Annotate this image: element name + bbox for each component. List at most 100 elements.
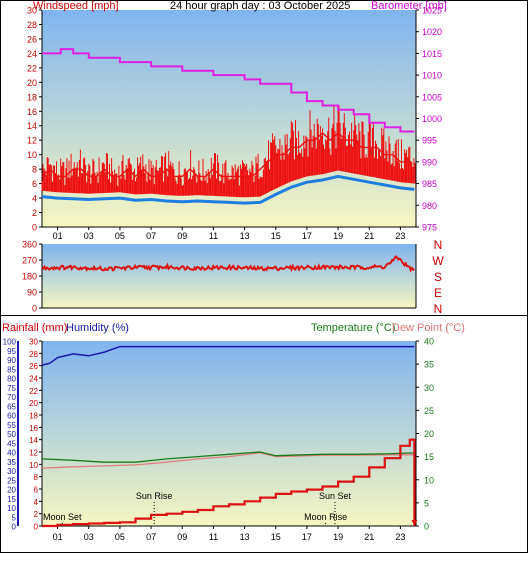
event-label: Moon Set: [43, 512, 82, 522]
wind-x-tick-label: 17: [302, 231, 312, 241]
humidity-y-tick-label: 25: [7, 476, 16, 485]
barometer-y-tick-label: 1000: [422, 114, 442, 124]
wind-x-tick-label: 23: [395, 231, 405, 241]
compass-label: S: [434, 270, 442, 284]
event-label: Moon Rise: [304, 512, 347, 522]
weather-x-tick-label: 09: [177, 532, 187, 542]
temperature-y-tick-label: 15: [424, 452, 434, 462]
temperature-line: [41, 451, 415, 463]
barometer-y-tick-label: 975: [422, 223, 437, 233]
weather-x-tick-label: 21: [364, 532, 374, 542]
humidity-y-tick-label: 10: [7, 504, 16, 513]
temperature-y-tick-label: 20: [424, 429, 434, 439]
barometer-y-tick-label: 980: [422, 201, 437, 211]
wind-y-tick-label: 12: [27, 136, 37, 146]
marks-layer: Moon Set Sun Rise Moon Rise Sun Set: [41, 48, 418, 528]
wind-x-tick-label: 07: [146, 231, 156, 241]
rain-y-tick-label: 28: [29, 350, 38, 359]
humidity-y-tick-label: 100: [3, 338, 17, 347]
rainfall-axis-title: Rainfall (mm): [2, 322, 67, 334]
compass-label: E: [434, 286, 442, 300]
direction-y-tick-label: 360: [22, 240, 37, 250]
windspeed-axis-title: Windspeed [mph]: [33, 0, 119, 12]
compass-label: N: [434, 238, 443, 252]
axes-layer: 0246810121416182022242628309759809859909…: [3, 6, 445, 543]
humidity-y-tick-label: 30: [7, 467, 16, 476]
humidity-y-tick-label: 50: [7, 430, 16, 439]
barometer-y-tick-label: 1020: [422, 27, 442, 37]
weather-x-tick-label: 07: [146, 532, 156, 542]
rain-y-tick-label: 10: [29, 461, 38, 470]
temperature-y-tick-label: 40: [424, 337, 434, 347]
rain-y-tick-label: 2: [34, 510, 39, 519]
humidity-y-tick-label: 40: [7, 449, 16, 458]
humidity-y-tick-label: 85: [7, 365, 16, 374]
compass-label: N: [434, 302, 443, 316]
humidity-y-tick-label: 60: [7, 412, 16, 421]
barometer-y-tick-label: 1015: [422, 49, 442, 59]
event-label: Sun Rise: [136, 491, 173, 501]
humidity-line: [41, 345, 415, 366]
wind-y-tick-label: 6: [32, 179, 37, 189]
wind-y-tick-label: 26: [27, 34, 37, 44]
wind-y-tick-label: 24: [27, 49, 37, 59]
wind-x-tick-label: 15: [271, 231, 281, 241]
weather-x-tick-label: 19: [333, 532, 343, 542]
wind-x-tick-label: 09: [177, 231, 187, 241]
wind-x-tick-label: 13: [240, 231, 250, 241]
rain-y-tick-label: 26: [29, 362, 38, 371]
weather-x-tick-label: 23: [395, 532, 405, 542]
humidity-y-tick-label: 20: [7, 486, 16, 495]
humidity-y-tick-label: 95: [7, 347, 16, 356]
temperature-y-tick-label: 0: [424, 522, 429, 532]
weather-x-tick-label: 17: [302, 532, 312, 542]
humidity-y-tick-label: 80: [7, 375, 16, 384]
temperature-y-tick-label: 5: [424, 498, 429, 508]
rainfall-line: [42, 438, 416, 528]
wind-y-tick-label: 28: [27, 20, 37, 30]
temperature-y-tick-label: 10: [424, 475, 434, 485]
windspeed-line: [41, 132, 409, 178]
wind-x-tick-label: 19: [333, 231, 343, 241]
weather-x-tick-label: 11: [209, 532, 218, 542]
temperature-y-tick-label: 35: [424, 360, 434, 370]
weather-x-tick-label: 13: [240, 532, 250, 542]
wind-y-tick-label: 2: [32, 208, 37, 218]
rain-y-tick-label: 24: [29, 375, 38, 384]
wind-direction-line: [41, 255, 415, 273]
barometer-y-tick-label: 1010: [422, 71, 442, 81]
humidity-y-tick-label: 0: [12, 523, 17, 532]
windspeed-average-line: [41, 174, 415, 205]
humidity-y-tick-label: 35: [7, 458, 16, 467]
rain-y-tick-label: 12: [29, 449, 38, 458]
direction-y-tick-label: 270: [22, 256, 37, 266]
weather-x-tick-label: 03: [84, 532, 94, 542]
wind-x-tick-label: 11: [209, 231, 218, 241]
humidity-y-tick-label: 90: [7, 356, 16, 365]
barometer-line: [42, 48, 415, 133]
wind-x-tick-label: 03: [84, 231, 94, 241]
wind-x-tick-label: 01: [53, 231, 63, 241]
wind-y-tick-label: 18: [27, 92, 37, 102]
direction-y-tick-label: 90: [27, 288, 37, 298]
barometer-y-tick-label: 985: [422, 179, 437, 189]
direction-y-tick-label: 180: [22, 272, 37, 282]
wind-x-tick-label: 21: [364, 231, 374, 241]
direction-y-tick-label: 0: [32, 304, 37, 314]
weather-x-tick-label: 01: [53, 532, 63, 542]
compass-label: W: [432, 254, 444, 268]
weather-plot-background: [42, 341, 416, 526]
wind-y-tick-label: 20: [27, 78, 37, 88]
humidity-y-tick-label: 15: [7, 495, 16, 504]
humidity-axis-title: Humidity (%): [66, 322, 129, 334]
rain-y-tick-label: 30: [29, 338, 38, 347]
humidity-y-tick-label: 70: [7, 393, 16, 402]
wind-y-tick-label: 10: [27, 150, 37, 160]
wind-gust-spikes: [41, 104, 416, 198]
humidity-y-tick-label: 65: [7, 402, 16, 411]
rain-y-tick-label: 18: [29, 412, 38, 421]
humidity-y-tick-label: 5: [12, 513, 17, 522]
wind-y-tick-label: 30: [27, 6, 37, 16]
